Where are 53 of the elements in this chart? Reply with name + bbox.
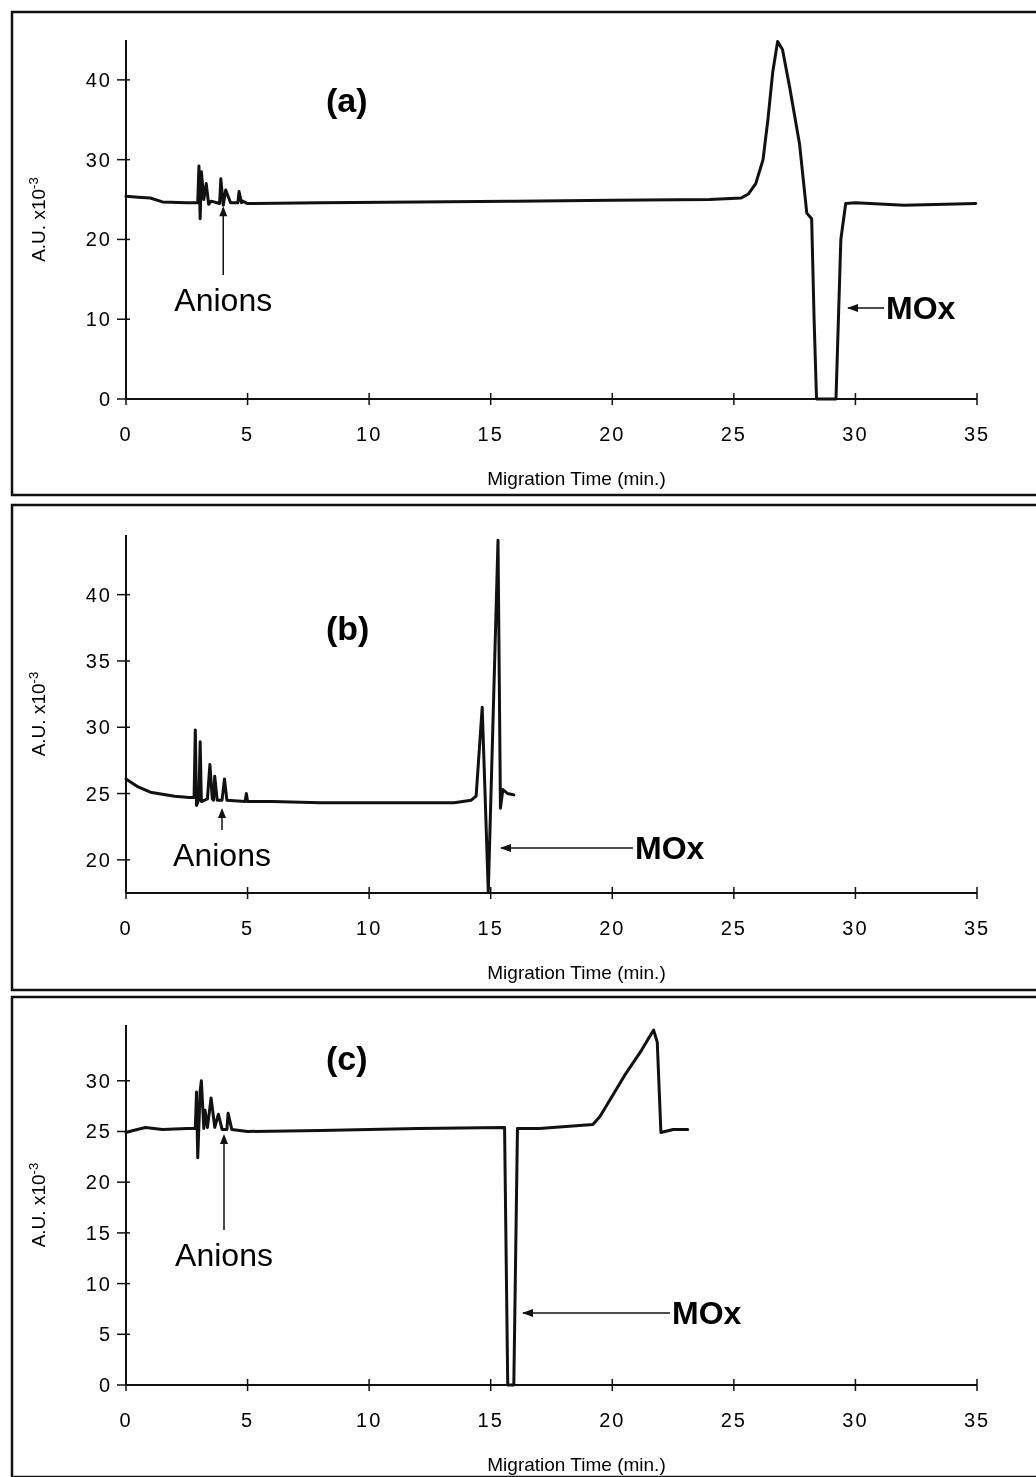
x-tick-label: 0 [119, 1409, 133, 1431]
x-tick-label: 25 [720, 917, 747, 939]
text: (b) [326, 608, 370, 647]
x-tick-label: 15 [477, 917, 504, 939]
y-tick-label: 15 [85, 1221, 112, 1244]
y-tick-label: 20 [85, 228, 112, 251]
x-tick-label: 25 [720, 1409, 747, 1431]
annotation: MOx [886, 290, 956, 327]
x-tick-label: 20 [599, 917, 626, 939]
annotation: Anions [175, 1237, 273, 1273]
x-axis-title: Migration Time (min.) [487, 1454, 666, 1475]
x-axis-title: Migration Time (min.) [487, 468, 666, 489]
x-axis-title: Migration Time (min.) [487, 962, 666, 983]
x-tick-label: 20 [599, 1409, 626, 1431]
annotation: MOx [672, 1295, 742, 1332]
y-tick-label: 30 [85, 148, 112, 171]
x-tick-label: 35 [963, 1409, 991, 1431]
x-tick-label: 30 [842, 917, 869, 939]
y-tick-label: 25 [85, 1120, 112, 1143]
x-tick-label: 0 [119, 423, 133, 445]
y-tick-label: 10 [85, 1272, 112, 1295]
x-tick-label: 30 [842, 423, 869, 445]
x-tick-label: 10 [356, 423, 383, 445]
x-tick-label: 5 [241, 917, 255, 939]
x-tick-label: 5 [241, 423, 255, 445]
chart-title: (c) [326, 1038, 368, 1077]
annotation: MOx [635, 830, 705, 867]
x-tick-label: 35 [963, 917, 991, 939]
y-tick-label: 25 [85, 782, 112, 805]
y-tick-label: 0 [98, 388, 112, 410]
x-tick-label: 30 [842, 1409, 869, 1431]
x-tick-label: 15 [477, 423, 504, 445]
y-tick-label: 35 [85, 649, 112, 672]
x-tick-label: 35 [963, 423, 991, 445]
y-tick-label: 30 [85, 1069, 112, 1092]
y-tick-label: 20 [85, 848, 112, 871]
x-tick-label: 10 [356, 917, 383, 939]
y-tick-label: 20 [85, 1171, 112, 1194]
y-tick-label: 30 [85, 716, 112, 739]
x-tick-label: 5 [241, 1409, 255, 1431]
x-tick-label: 10 [356, 1409, 383, 1431]
y-tick-label: 10 [85, 308, 112, 331]
x-tick-label: 25 [720, 423, 747, 445]
x-tick-label: 0 [119, 917, 133, 939]
y-tick-label: 5 [98, 1323, 112, 1346]
annotation: Anions [173, 837, 271, 873]
y-tick-label: 0 [98, 1374, 112, 1396]
text: (a) [326, 80, 368, 119]
x-tick-label: 20 [599, 423, 626, 445]
y-tick-label: 40 [85, 583, 112, 606]
annotation: Anions [174, 282, 273, 318]
y-tick-label: 40 [85, 68, 112, 91]
x-tick-label: 15 [477, 1409, 504, 1431]
